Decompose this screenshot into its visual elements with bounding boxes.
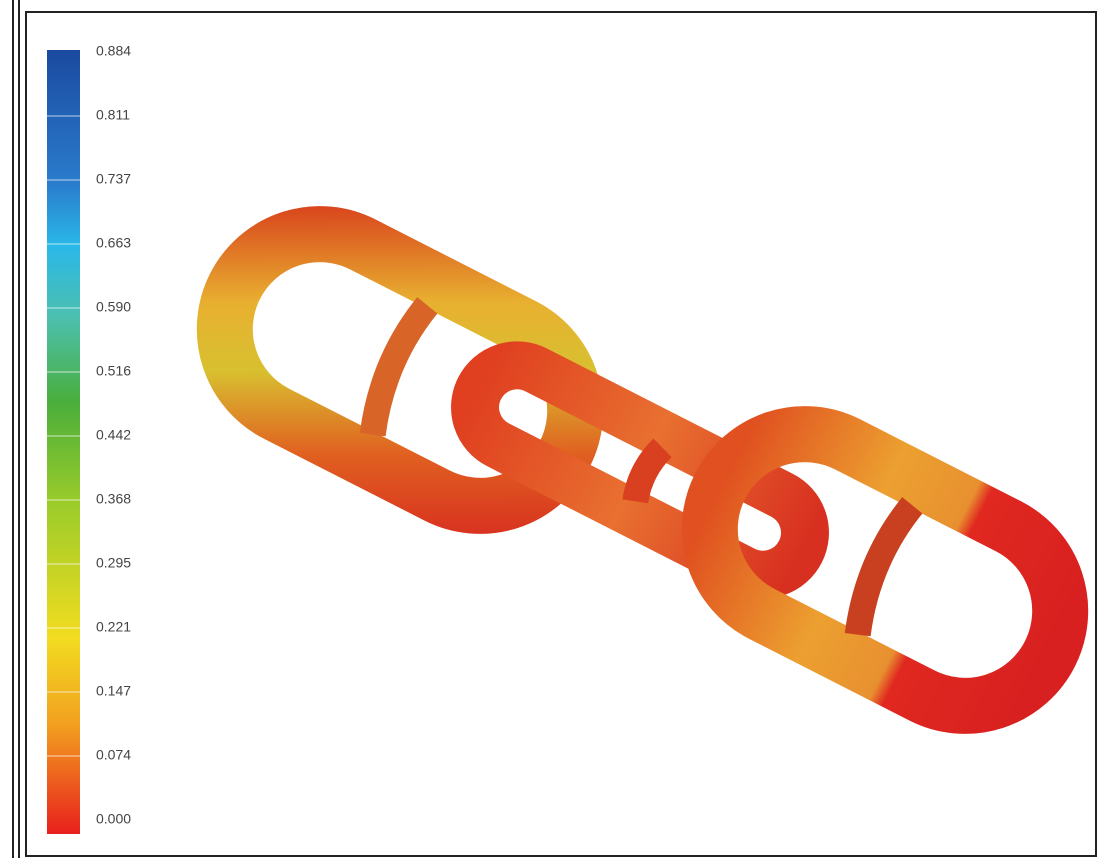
legend-label: 0.368 <box>96 491 131 507</box>
legend-label: 0.737 <box>96 171 131 187</box>
legend-label: 0.442 <box>96 427 131 443</box>
legend-label: 0.811 <box>96 107 130 123</box>
legend-label: 0.074 <box>96 747 131 763</box>
legend-label: 0.663 <box>96 235 131 251</box>
legend-label: 0.221 <box>96 619 131 635</box>
screenshot: 0.884 0.811 0.737 0.663 0.590 0.516 0.442 0.368… <box>0 0 1098 858</box>
color-bar <box>47 50 80 834</box>
legend-label: 0.884 <box>96 43 131 59</box>
legend-label: 0.000 <box>96 811 131 827</box>
legend-label: 0.516 <box>96 363 131 379</box>
legend-label: 0.147 <box>96 683 131 699</box>
legend-label: 0.590 <box>96 299 131 315</box>
legend-label: 0.295 <box>96 555 131 571</box>
